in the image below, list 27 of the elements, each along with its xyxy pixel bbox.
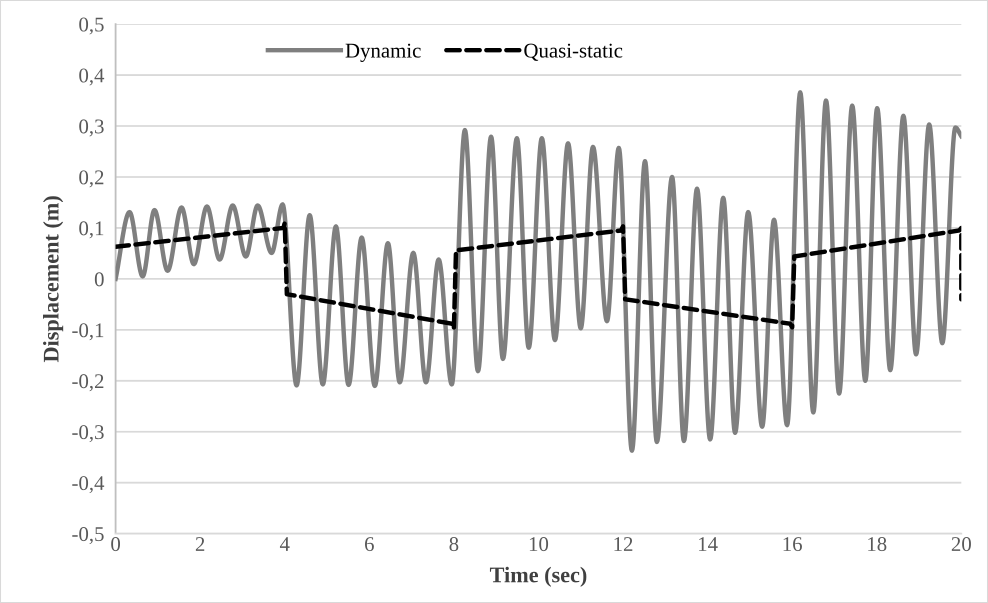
x-tick-label: 10: [530, 537, 548, 552]
y-axis-title: Displacement (m): [43, 196, 64, 362]
x-tick-label: 6: [365, 537, 374, 552]
y-tick-label: 0,5: [79, 17, 104, 35]
x-axis-title: Time (sec): [490, 566, 586, 587]
y-tick-label: -0,3: [72, 425, 104, 442]
legend-label: Dynamic: [346, 44, 421, 62]
y-tick-label: 0,1: [79, 221, 104, 238]
y-tick-label: 0: [94, 272, 104, 286]
x-tick-label: 20: [952, 537, 971, 552]
y-tick-label: 0,4: [79, 68, 104, 86]
line-series: [116, 220, 962, 332]
y-tick-label: -0,4: [72, 476, 104, 494]
x-tick-label: 12: [614, 537, 632, 551]
x-tick-label: 4: [280, 537, 290, 551]
x-tick-label: 16: [784, 537, 802, 552]
legend-label: Quasi-static: [524, 44, 622, 61]
y-tick-label: 0,2: [79, 170, 104, 188]
y-tick-label: -0,2: [72, 374, 104, 392]
y-tick-label: -0,5: [72, 527, 104, 544]
y-tick-label: 0,3: [79, 119, 104, 136]
x-tick-label: 14: [699, 537, 718, 551]
x-tick-label: 18: [868, 537, 886, 552]
y-tick-label: -0,1: [72, 323, 104, 340]
x-tick-label: 2: [196, 537, 204, 551]
x-tick-label: 8: [449, 537, 458, 552]
x-tick-label: 0: [111, 537, 120, 552]
